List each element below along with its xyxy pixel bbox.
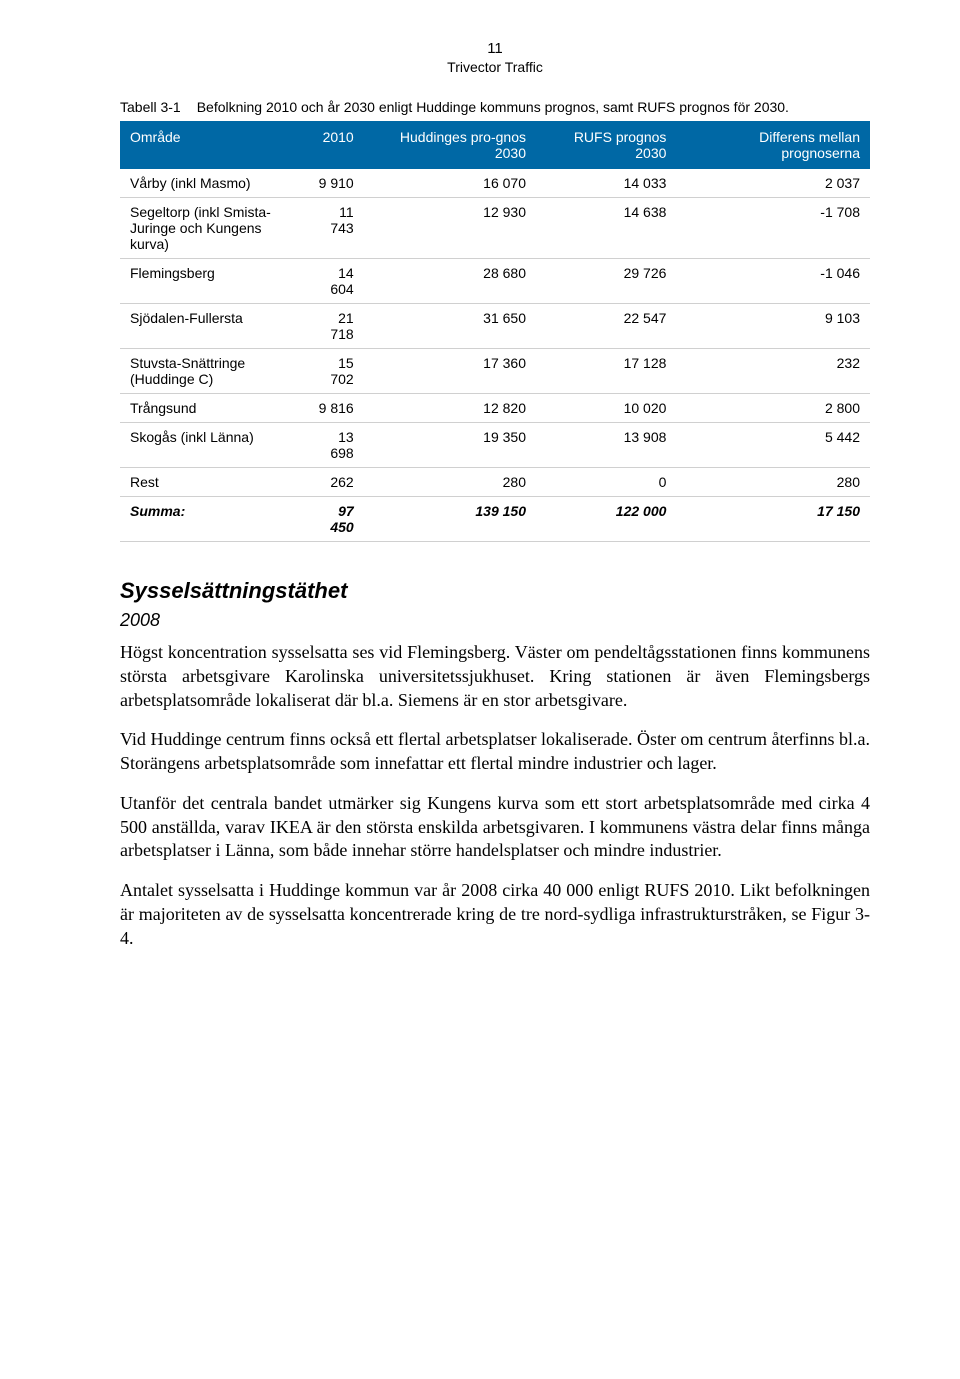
cell-rufs: 13 908 bbox=[536, 423, 676, 468]
cell-label: Vårby (inkl Masmo) bbox=[120, 169, 302, 198]
table-caption: Tabell 3-1 Befolkning 2010 och år 2030 e… bbox=[120, 99, 870, 115]
paragraph: Högst koncentration sysselsatta ses vid … bbox=[120, 641, 870, 712]
cell-label: Flemingsberg bbox=[120, 259, 302, 304]
cell-diff: 232 bbox=[676, 349, 870, 394]
cell-2010: 9 816 bbox=[302, 394, 364, 423]
table-row: Flemingsberg14 60428 68029 726-1 046 bbox=[120, 259, 870, 304]
cell-huddinge: 12 930 bbox=[364, 198, 536, 259]
table-header-row: Område 2010 Huddinges pro-gnos 2030 RUFS… bbox=[120, 121, 870, 169]
cell-huddinge: 139 150 bbox=[364, 497, 536, 542]
cell-rufs: 10 020 bbox=[536, 394, 676, 423]
paragraph: Utanför det centrala bandet utmärker sig… bbox=[120, 792, 870, 863]
cell-label: Summa: bbox=[120, 497, 302, 542]
cell-rufs: 29 726 bbox=[536, 259, 676, 304]
table-row: Skogås (inkl Länna)13 69819 35013 9085 4… bbox=[120, 423, 870, 468]
cell-rufs: 14 638 bbox=[536, 198, 676, 259]
cell-label: Sjödalen-Fullersta bbox=[120, 304, 302, 349]
table-row: Rest2622800280 bbox=[120, 468, 870, 497]
page-number: 11 bbox=[120, 40, 870, 57]
cell-rufs: 122 000 bbox=[536, 497, 676, 542]
cell-label: Stuvsta-Snättringe (Huddinge C) bbox=[120, 349, 302, 394]
cell-huddinge: 16 070 bbox=[364, 169, 536, 198]
cell-rufs: 17 128 bbox=[536, 349, 676, 394]
cell-diff: -1 708 bbox=[676, 198, 870, 259]
cell-diff: 280 bbox=[676, 468, 870, 497]
cell-2010: 13 698 bbox=[302, 423, 364, 468]
cell-2010: 21 718 bbox=[302, 304, 364, 349]
table-caption-text: Befolkning 2010 och år 2030 enligt Huddi… bbox=[197, 99, 789, 115]
cell-2010: 14 604 bbox=[302, 259, 364, 304]
col-area: Område bbox=[120, 121, 302, 169]
cell-diff: 17 150 bbox=[676, 497, 870, 542]
table-row: Stuvsta-Snättringe (Huddinge C)15 70217 … bbox=[120, 349, 870, 394]
cell-2010: 11 743 bbox=[302, 198, 364, 259]
cell-rufs: 0 bbox=[536, 468, 676, 497]
cell-huddinge: 12 820 bbox=[364, 394, 536, 423]
table-body: Vårby (inkl Masmo)9 91016 07014 0332 037… bbox=[120, 169, 870, 542]
cell-label: Rest bbox=[120, 468, 302, 497]
paragraph: Antalet sysselsatta i Huddinge kommun va… bbox=[120, 879, 870, 950]
col-diff: Differens mellan prognoserna bbox=[676, 121, 870, 169]
table-summary-row: Summa:97 450139 150122 00017 150 bbox=[120, 497, 870, 542]
cell-2010: 97 450 bbox=[302, 497, 364, 542]
page: 11 Trivector Traffic Tabell 3-1 Befolkni… bbox=[0, 0, 960, 1026]
table-row: Segeltorp (inkl Smista-Juringe och Kunge… bbox=[120, 198, 870, 259]
cell-2010: 15 702 bbox=[302, 349, 364, 394]
cell-label: Trångsund bbox=[120, 394, 302, 423]
col-2010: 2010 bbox=[302, 121, 364, 169]
cell-rufs: 14 033 bbox=[536, 169, 676, 198]
table-row: Trångsund9 81612 82010 0202 800 bbox=[120, 394, 870, 423]
body-text: Högst koncentration sysselsatta ses vid … bbox=[120, 641, 870, 950]
section-year: 2008 bbox=[120, 610, 870, 631]
cell-huddinge: 280 bbox=[364, 468, 536, 497]
section-title: Sysselsättningstäthet bbox=[120, 578, 870, 604]
cell-diff: 2 800 bbox=[676, 394, 870, 423]
population-table: Område 2010 Huddinges pro-gnos 2030 RUFS… bbox=[120, 121, 870, 542]
cell-2010: 9 910 bbox=[302, 169, 364, 198]
table-caption-label: Tabell 3-1 bbox=[120, 99, 197, 115]
cell-huddinge: 19 350 bbox=[364, 423, 536, 468]
cell-2010: 262 bbox=[302, 468, 364, 497]
cell-huddinge: 28 680 bbox=[364, 259, 536, 304]
table-row: Sjödalen-Fullersta21 71831 65022 5479 10… bbox=[120, 304, 870, 349]
cell-label: Segeltorp (inkl Smista-Juringe och Kunge… bbox=[120, 198, 302, 259]
table-row: Vårby (inkl Masmo)9 91016 07014 0332 037 bbox=[120, 169, 870, 198]
cell-diff: 9 103 bbox=[676, 304, 870, 349]
cell-diff: -1 046 bbox=[676, 259, 870, 304]
cell-diff: 2 037 bbox=[676, 169, 870, 198]
cell-rufs: 22 547 bbox=[536, 304, 676, 349]
col-rufs-2030: RUFS prognos 2030 bbox=[536, 121, 676, 169]
col-huddinge-2030: Huddinges pro-gnos 2030 bbox=[364, 121, 536, 169]
paragraph: Vid Huddinge centrum finns också ett fle… bbox=[120, 728, 870, 776]
cell-label: Skogås (inkl Länna) bbox=[120, 423, 302, 468]
page-subhead: Trivector Traffic bbox=[120, 59, 870, 75]
cell-huddinge: 31 650 bbox=[364, 304, 536, 349]
cell-huddinge: 17 360 bbox=[364, 349, 536, 394]
cell-diff: 5 442 bbox=[676, 423, 870, 468]
